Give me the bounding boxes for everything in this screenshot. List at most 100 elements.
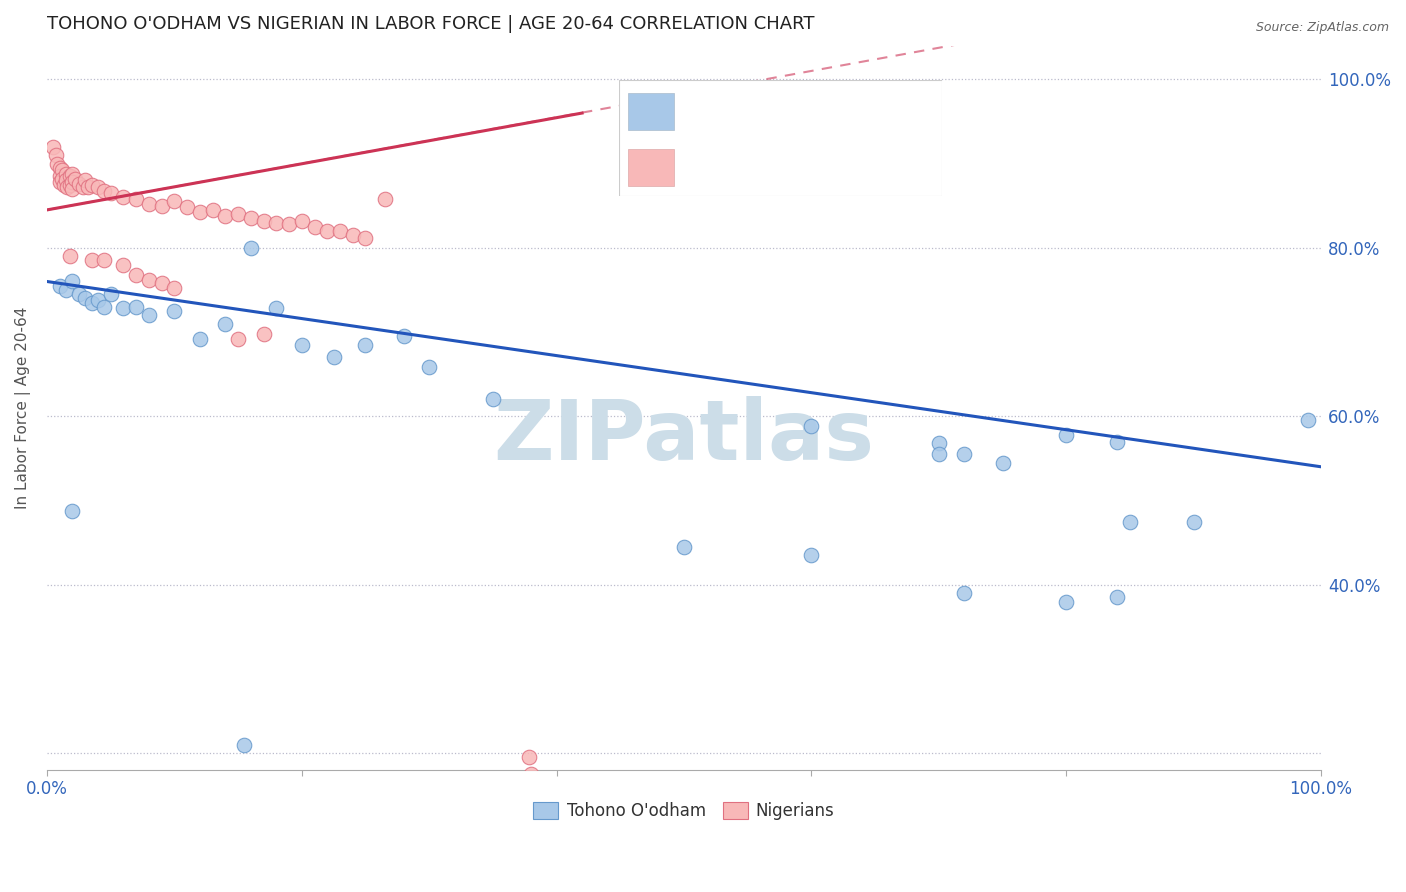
Point: [55, 167, 77, 181]
Point: [517, 750, 540, 764]
Point: [48, 169, 70, 184]
Point: [42, 140, 65, 154]
Point: [62, 182, 84, 196]
Point: [87, 293, 110, 307]
Point: [291, 214, 314, 228]
Point: [80, 178, 103, 192]
Point: [75, 291, 97, 305]
Point: [138, 273, 160, 287]
Point: [112, 258, 135, 272]
Point: [48, 161, 70, 175]
Point: [72, 180, 94, 194]
Point: [953, 447, 976, 461]
Point: [520, 767, 543, 781]
Text: R = -0.489  N = 31: R = -0.489 N = 31: [683, 103, 863, 120]
Point: [304, 219, 326, 234]
Point: [63, 171, 86, 186]
Point: [125, 268, 148, 282]
Point: [67, 287, 90, 301]
Point: [93, 253, 115, 268]
Point: [163, 304, 186, 318]
Point: [226, 207, 249, 221]
Point: [138, 197, 160, 211]
Point: [1054, 427, 1077, 442]
Point: [329, 224, 352, 238]
Point: [953, 586, 976, 600]
Point: [252, 214, 274, 228]
Point: [278, 217, 301, 231]
Point: [342, 228, 364, 243]
Point: [322, 351, 344, 365]
Point: [482, 392, 505, 407]
Text: TOHONO O'ODHAM VS NIGERIAN IN LABOR FORCE | AGE 20-64 CORRELATION CHART: TOHONO O'ODHAM VS NIGERIAN IN LABOR FORC…: [46, 15, 814, 33]
Point: [150, 276, 173, 290]
FancyBboxPatch shape: [628, 93, 673, 130]
Point: [46, 156, 69, 170]
Point: [80, 253, 103, 268]
Point: [188, 332, 211, 346]
Point: [928, 447, 950, 461]
Point: [266, 215, 288, 229]
Point: [800, 419, 823, 434]
Point: [67, 177, 90, 191]
Point: [176, 200, 198, 214]
Point: [374, 192, 396, 206]
Point: [112, 190, 135, 204]
Point: [93, 300, 115, 314]
Point: [93, 184, 115, 198]
Point: [163, 194, 186, 209]
Point: [672, 540, 695, 554]
Point: [354, 230, 377, 244]
Point: [51, 171, 73, 186]
Point: [125, 300, 148, 314]
Point: [59, 169, 82, 184]
Text: Source: ZipAtlas.com: Source: ZipAtlas.com: [1256, 21, 1389, 35]
Point: [48, 175, 70, 189]
Point: [316, 224, 339, 238]
Point: [163, 281, 186, 295]
Point: [392, 329, 415, 343]
Point: [1182, 515, 1205, 529]
Point: [239, 241, 262, 255]
Point: [991, 456, 1014, 470]
Legend: Tohono O'odham, Nigerians: Tohono O'odham, Nigerians: [527, 796, 841, 827]
Point: [112, 301, 135, 316]
Point: [150, 199, 173, 213]
FancyBboxPatch shape: [619, 80, 942, 196]
Point: [138, 308, 160, 322]
Point: [48, 278, 70, 293]
Point: [52, 178, 75, 192]
Point: [62, 503, 84, 517]
Point: [45, 148, 67, 162]
Point: [233, 738, 256, 752]
Point: [62, 167, 84, 181]
Point: [87, 180, 110, 194]
Point: [201, 202, 224, 217]
Point: [1107, 591, 1129, 605]
Point: [226, 332, 249, 346]
FancyBboxPatch shape: [628, 149, 673, 186]
Point: [62, 275, 84, 289]
Point: [800, 548, 823, 562]
Point: [418, 360, 440, 375]
Point: [1298, 413, 1320, 427]
Point: [239, 211, 262, 226]
Point: [214, 317, 236, 331]
Point: [76, 180, 98, 194]
Point: [266, 301, 288, 316]
Point: [1119, 515, 1142, 529]
Point: [1054, 594, 1077, 608]
Text: ZIPatlas: ZIPatlas: [494, 396, 875, 477]
Y-axis label: In Labor Force | Age 20-64: In Labor Force | Age 20-64: [15, 307, 31, 509]
Point: [62, 175, 84, 189]
Point: [100, 287, 122, 301]
Point: [51, 163, 73, 178]
Point: [100, 186, 122, 200]
Point: [291, 337, 314, 351]
Point: [55, 173, 77, 187]
Point: [55, 283, 77, 297]
Point: [354, 337, 377, 351]
Point: [252, 326, 274, 341]
Point: [1107, 434, 1129, 449]
Point: [59, 178, 82, 192]
